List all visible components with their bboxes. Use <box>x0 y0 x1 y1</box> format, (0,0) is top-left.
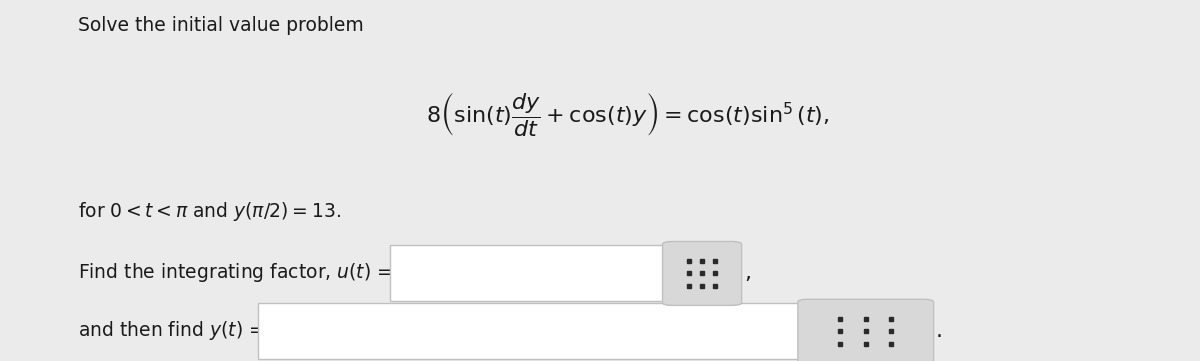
Text: .: . <box>936 321 943 341</box>
Text: ,: , <box>744 264 751 283</box>
Text: Solve the initial value problem: Solve the initial value problem <box>78 16 364 35</box>
Text: Find the integrating factor, $u(t)$ =: Find the integrating factor, $u(t)$ = <box>78 261 392 284</box>
Text: for $0 < t < \pi$ and $y(\pi/2) = 13.$: for $0 < t < \pi$ and $y(\pi/2) = 13.$ <box>78 200 341 223</box>
FancyBboxPatch shape <box>662 242 742 305</box>
Text: $8\left(\sin(t)\dfrac{dy}{dt} + \cos(t)y\right) = \cos(t)\sin^5(t),$: $8\left(\sin(t)\dfrac{dy}{dt} + \cos(t)y… <box>426 90 829 138</box>
Bar <box>390 245 672 301</box>
Text: and then find $y(t)$ =: and then find $y(t)$ = <box>78 319 264 342</box>
FancyBboxPatch shape <box>798 299 934 361</box>
Bar <box>258 303 808 359</box>
